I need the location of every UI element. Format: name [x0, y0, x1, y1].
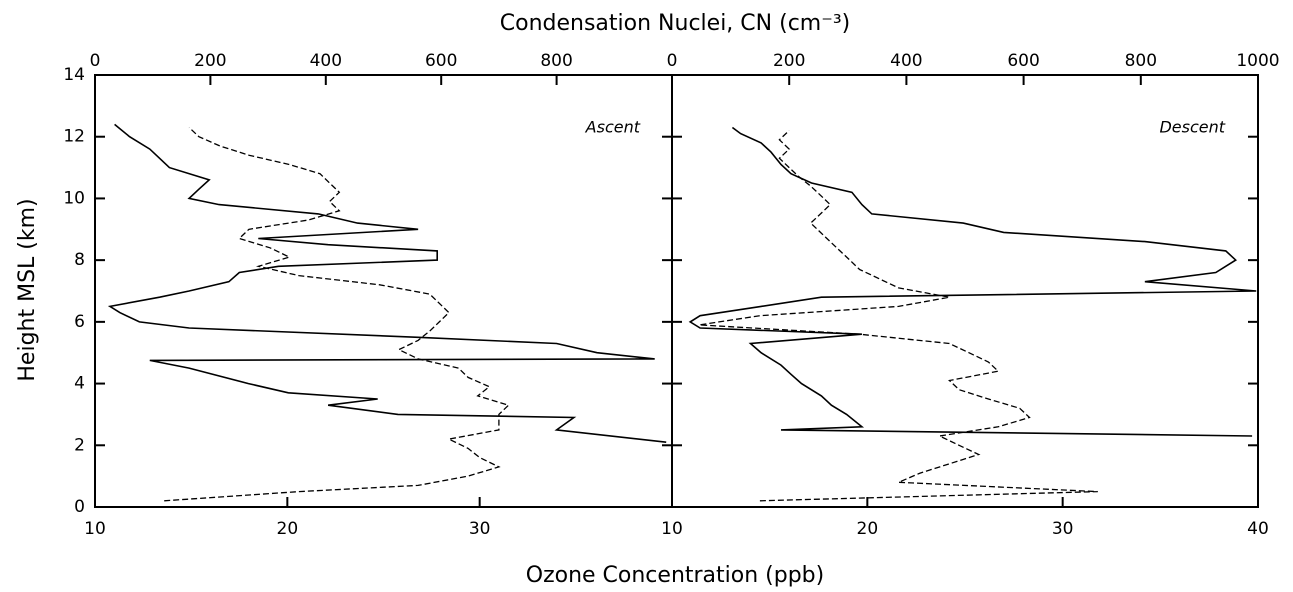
y-tick-label: 12 [63, 127, 85, 147]
x2-tick-label: 800 [540, 51, 572, 71]
y-tick-label: 6 [74, 312, 85, 332]
y-tick-label: 0 [74, 497, 85, 517]
x2-tick-label: 200 [773, 51, 805, 71]
profile-line [164, 127, 510, 502]
x-tick-label: 20 [857, 519, 879, 539]
profile-line [107, 123, 667, 443]
plot-frame [671, 74, 1259, 508]
x2-tick-label: 400 [890, 51, 922, 71]
x2-tick-label: 1000 [1236, 51, 1279, 71]
x-tick-label: 10 [84, 519, 106, 539]
x2-tick-label: 0 [90, 51, 101, 71]
top-axis-title: Condensation Nuclei, CN (cm⁻³) [500, 11, 850, 36]
bottom-axis-title: Ozone Concentration (ppb) [526, 563, 824, 588]
y-tick-label: 10 [63, 188, 85, 208]
y-tick-label: 8 [74, 250, 85, 270]
panel-annotation: Descent [1159, 118, 1225, 137]
y-tick-label: 4 [74, 374, 85, 394]
x2-tick-label: 600 [425, 51, 457, 71]
x2-tick-label: 0 [667, 51, 678, 71]
y-tick-label: 14 [63, 65, 85, 85]
x-tick-label: 10 [661, 519, 683, 539]
x2-tick-label: 600 [1007, 51, 1039, 71]
x-tick-label: 30 [469, 519, 491, 539]
profile-line [699, 130, 1098, 502]
x-tick-label: 20 [277, 519, 299, 539]
x2-tick-label: 400 [310, 51, 342, 71]
y-tick-label: 2 [74, 435, 85, 455]
x2-tick-label: 200 [194, 51, 226, 71]
x-tick-label: 30 [1052, 519, 1074, 539]
profile-line [688, 126, 1257, 437]
x2-tick-label: 800 [1125, 51, 1157, 71]
y-axis-title: Height MSL (km) [15, 198, 40, 381]
panel-annotation: Ascent [585, 118, 641, 137]
x-tick-label: 40 [1247, 519, 1269, 539]
